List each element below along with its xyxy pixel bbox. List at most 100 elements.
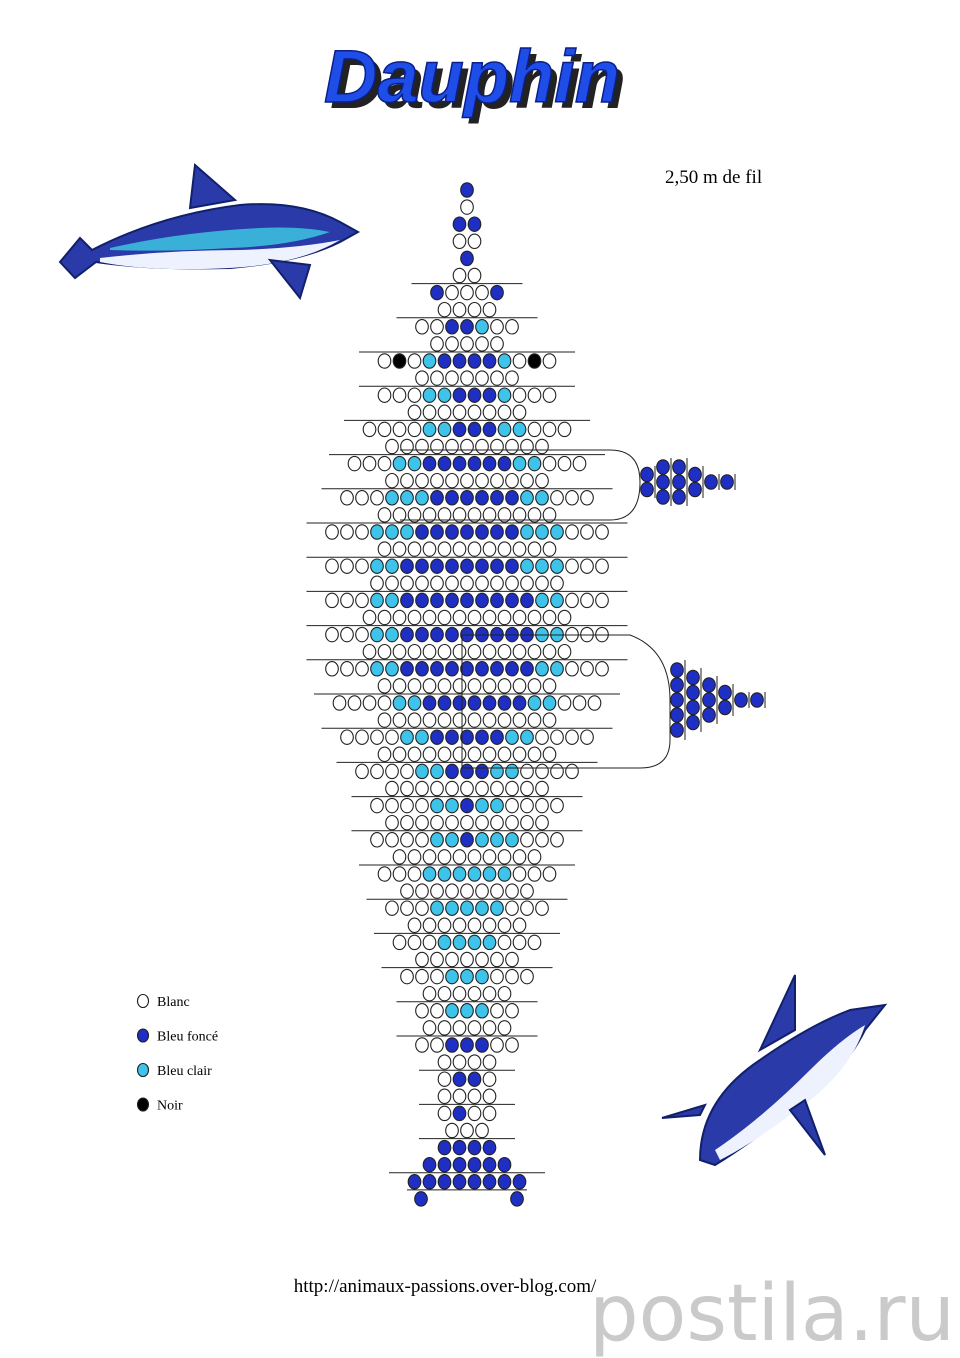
bead — [385, 900, 399, 916]
bead — [497, 849, 512, 865]
bead — [430, 626, 444, 643]
bead — [422, 695, 437, 711]
bead — [340, 558, 354, 574]
bead — [482, 917, 497, 934]
bead — [535, 438, 549, 455]
bead — [452, 985, 467, 1002]
thread-note: 2,50 m de fil — [665, 167, 762, 188]
bead — [437, 421, 452, 438]
bead — [505, 558, 519, 574]
bead — [430, 1037, 444, 1053]
bead — [400, 763, 414, 780]
bead — [467, 267, 482, 284]
bead — [377, 643, 392, 660]
bead — [445, 797, 459, 814]
bead — [750, 692, 764, 708]
bead — [497, 917, 512, 934]
bead — [355, 592, 369, 609]
bead — [467, 301, 482, 318]
bead — [520, 814, 534, 831]
bead — [430, 763, 444, 780]
bead — [422, 387, 437, 403]
bead — [587, 695, 602, 711]
bead — [512, 1174, 527, 1190]
bead — [377, 866, 392, 882]
bead — [407, 1174, 422, 1190]
bead — [452, 353, 467, 369]
bead — [452, 917, 467, 934]
bead — [580, 524, 594, 540]
bead — [475, 1122, 489, 1139]
bead — [392, 455, 407, 472]
bead — [550, 524, 564, 540]
bead — [482, 695, 497, 711]
bead — [670, 722, 684, 738]
bead — [415, 951, 429, 968]
bead — [505, 900, 519, 916]
bead — [467, 746, 482, 763]
bead — [490, 336, 504, 352]
bead — [505, 968, 519, 985]
bead — [445, 336, 459, 352]
bead — [550, 575, 564, 592]
bead — [437, 985, 452, 1002]
bead — [505, 575, 519, 592]
bead — [490, 472, 504, 489]
legend-swatch — [136, 1097, 150, 1112]
bead — [452, 507, 467, 523]
bead — [497, 1156, 512, 1173]
bead — [467, 695, 482, 711]
bead — [557, 643, 572, 660]
bead — [392, 849, 407, 865]
bead — [355, 626, 369, 643]
bead — [520, 780, 534, 797]
bead — [640, 481, 654, 498]
bead — [422, 1020, 437, 1036]
bead — [482, 1105, 497, 1122]
bead — [415, 592, 429, 609]
bead — [550, 729, 564, 745]
bead — [422, 541, 437, 557]
bead — [702, 692, 716, 708]
bead — [445, 284, 459, 301]
bead — [407, 404, 422, 421]
bead — [407, 849, 422, 865]
bead — [550, 797, 564, 814]
bead — [672, 489, 686, 505]
bead — [415, 900, 429, 916]
bead — [535, 472, 549, 489]
bead — [400, 729, 414, 745]
bead — [460, 832, 474, 848]
bead — [482, 712, 497, 728]
bead — [467, 849, 482, 865]
bead — [415, 968, 429, 985]
bead — [595, 558, 609, 574]
bead — [407, 746, 422, 763]
legend-swatch — [136, 993, 150, 1009]
bead — [580, 592, 594, 609]
bead — [460, 490, 474, 506]
bead — [392, 353, 407, 369]
bead — [535, 592, 549, 609]
legend-label: Bleu foncé — [157, 1030, 218, 1045]
bead — [407, 421, 422, 438]
dolphin-photo — [58, 162, 361, 301]
bead — [437, 1105, 452, 1122]
bead — [527, 609, 542, 626]
bead — [400, 490, 414, 506]
bead — [392, 643, 407, 660]
bead — [460, 729, 474, 745]
bead — [718, 684, 732, 701]
bead — [460, 780, 474, 797]
bead — [430, 968, 444, 985]
bead — [490, 284, 504, 301]
bead — [437, 301, 452, 318]
bead — [437, 1174, 452, 1190]
bead — [452, 301, 467, 318]
bead — [475, 575, 489, 592]
bead — [460, 592, 474, 609]
bead — [325, 592, 339, 609]
bead — [482, 1071, 497, 1087]
bead — [475, 900, 489, 916]
bead — [512, 678, 527, 694]
